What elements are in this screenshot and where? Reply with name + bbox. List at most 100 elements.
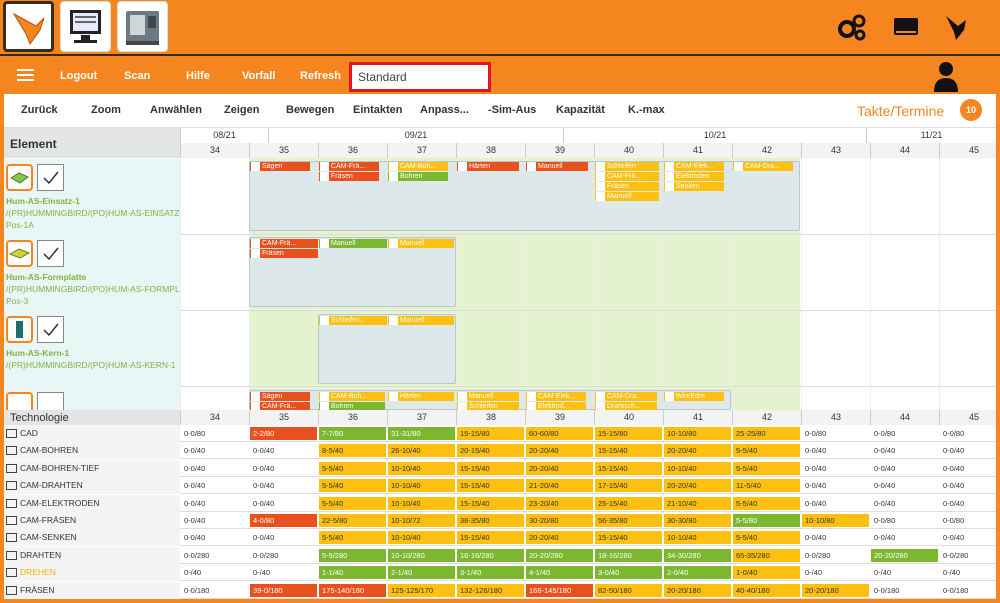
takte-badge[interactable]: 10 [960,99,982,121]
capacity-cell[interactable]: 0-0/40 [250,496,317,510]
capacity-cell[interactable]: 0-0/280 [802,548,869,562]
capacity-cell[interactable]: 0-/40 [181,566,248,580]
capacity-cell[interactable]: 132-126/180 [457,583,524,597]
capacity-cell[interactable]: 22-5/80 [319,514,386,527]
settings-gear-icon[interactable] [836,12,868,42]
element-row[interactable]: Hum-AS-Einsatz-1 /(PR)HUMMINGBIRD/(PO)HU… [4,159,180,235]
gantt-bar-formplatte[interactable] [249,237,456,307]
task-bar[interactable]: Elektrod... [526,402,586,410]
task-bar[interactable]: Manuell [388,316,454,325]
capacity-cell[interactable]: 4-1/40 [526,566,593,580]
task-bar[interactable]: Bohren [388,172,448,181]
capacity-cell[interactable]: 5-5/40 [319,496,386,510]
capacity-cell[interactable]: 5-5/280 [319,548,386,562]
tech-row[interactable]: CAM-DRAHTEN 0-0/40 0-0/40 5-5/40 10-10/40 15-… [4,477,1000,495]
capacity-cell[interactable]: 5-5/80 [733,514,800,527]
task-bar[interactable]: Schleifen... [319,316,387,325]
vorfall-button[interactable]: Vorfall [242,70,276,82]
task-bar[interactable]: CAM-Frä... [250,402,310,410]
kmax-button[interactable]: K.-max [628,104,665,116]
task-bar[interactable]: Schleifen [595,162,659,171]
capacity-cell[interactable]: 0-0/80 [940,514,1000,527]
takte-termine-label[interactable]: Takte/Termine [857,103,945,119]
capacity-cell[interactable]: 10-10/40 [388,461,455,475]
capacity-cell[interactable]: 0-0/40 [871,496,938,510]
capacity-cell[interactable]: 10-10/72 [388,514,455,527]
capacity-cell[interactable]: 15-15/80 [457,427,524,440]
capacity-cell[interactable]: 0-0/40 [940,479,1000,493]
hummingbird-logo-icon[interactable] [944,12,972,42]
capacity-cell[interactable]: 0-0/180 [871,583,938,597]
capacity-cell[interactable]: 0-0/40 [871,461,938,475]
capacity-cell[interactable]: 21-20/40 [526,479,593,493]
capacity-cell[interactable]: 15-15/80 [595,427,662,440]
capacity-cell[interactable]: 23-20/40 [526,496,593,510]
capacity-cell[interactable]: 30-20/80 [526,514,593,527]
capacity-cell[interactable]: 26-10/40 [388,444,455,458]
capacity-cell[interactable]: 175-140/180 [319,583,386,597]
capacity-cell[interactable]: 56-35/80 [595,514,662,527]
capacity-cell[interactable]: 0-0/280 [250,548,317,562]
capacity-cell[interactable]: 34-30/280 [664,548,731,562]
capacity-cell[interactable]: 10-10/80 [802,514,869,527]
capacity-cell[interactable]: 5-5/40 [733,496,800,510]
user-avatar-icon[interactable] [933,60,959,92]
task-bar[interactable]: CAM-Dra... [595,392,657,401]
capacity-cell[interactable]: 0-0/40 [871,479,938,493]
element-checkbox[interactable] [37,240,64,267]
kapazitaet-button[interactable]: Kapazität [556,104,605,116]
capacity-cell[interactable]: 0-0/80 [871,427,938,440]
task-bar[interactable]: Elektroden [664,172,724,181]
task-bar[interactable]: CAM-Frä... [250,239,318,248]
anpass-button[interactable]: Anpass... [420,104,469,116]
capacity-cell[interactable]: 0-0/40 [181,461,248,475]
capacity-cell[interactable]: 5-5/40 [319,531,386,545]
capacity-cell[interactable]: 5-5/40 [733,444,800,458]
capacity-cell[interactable]: 2-0/40 [664,566,731,580]
element-row[interactable]: Hum-AS-Kern-1 /(PR)HUMMINGBIRD/(PO)HUM-A… [4,311,180,387]
capacity-cell[interactable]: 0-0/40 [250,461,317,475]
capacity-cell[interactable]: 7-7/80 [319,427,386,440]
capacity-cell[interactable]: 0-0/40 [940,461,1000,475]
capacity-cell[interactable]: 10-10/40 [388,531,455,545]
capacity-cell[interactable]: 0-0/40 [802,496,869,510]
capacity-cell[interactable]: 0-0/40 [250,479,317,493]
capacity-cell[interactable]: 21-10/40 [664,496,731,510]
task-bar[interactable]: Manuell [526,162,588,171]
capacity-cell[interactable]: 20-20/40 [526,461,593,475]
bewegen-button[interactable]: Bewegen [286,104,335,116]
capacity-cell[interactable]: 20-20/180 [802,583,869,597]
capacity-cell[interactable]: 82-50/180 [595,583,662,597]
capacity-cell[interactable]: 15-15/40 [595,461,662,475]
capacity-cell[interactable]: 0-0/40 [181,496,248,510]
capacity-cell[interactable]: 0-0/40 [181,514,248,527]
capacity-cell[interactable]: 20-20/180 [664,583,731,597]
logout-button[interactable]: Logout [60,70,98,82]
zeigen-button[interactable]: Zeigen [224,104,260,116]
task-bar[interactable]: Fräsen [250,249,318,258]
capacity-cell[interactable]: 0-0/280 [181,548,248,562]
capacity-cell[interactable]: 10-10/40 [388,479,455,493]
capacity-cell[interactable]: 0-0/40 [802,461,869,475]
capacity-cell[interactable]: 40-40/180 [733,583,800,597]
capacity-cell[interactable]: 0-/40 [940,566,1000,580]
capacity-cell[interactable]: 65-35/280 [733,548,800,562]
capacity-cell[interactable]: 15-15/40 [595,531,662,545]
tech-row[interactable]: CAM-ELEKTRODEN 0-0/40 0-0/40 5-5/40 10-10/40… [4,494,1000,512]
eintakten-button[interactable]: Eintakten [353,104,403,116]
task-bar[interactable]: Schleifen [457,402,519,410]
capacity-cell[interactable]: 0-0/40 [250,444,317,458]
capacity-cell[interactable]: 1-1/40 [319,566,386,580]
capacity-cell[interactable]: 25-25/80 [733,427,800,440]
element-row[interactable] [4,387,180,410]
capacity-cell[interactable]: 15-15/40 [457,531,524,545]
capacity-cell[interactable]: 10-10/40 [388,496,455,510]
task-bar[interactable]: Sägen [250,162,310,171]
scan-button[interactable]: Scan [124,70,151,82]
capacity-cell[interactable]: 15-15/40 [595,444,662,458]
capacity-cell[interactable]: 5-5/40 [733,461,800,475]
capacity-cell[interactable]: 20-20/280 [871,548,938,562]
gantt-bar-kern[interactable] [318,314,456,384]
tech-row[interactable]: FRÄSEN 0-0/180 39-0/180 175-140/180 125-125/… [4,581,1000,599]
capacity-cell[interactable]: 166-145/180 [526,583,593,597]
